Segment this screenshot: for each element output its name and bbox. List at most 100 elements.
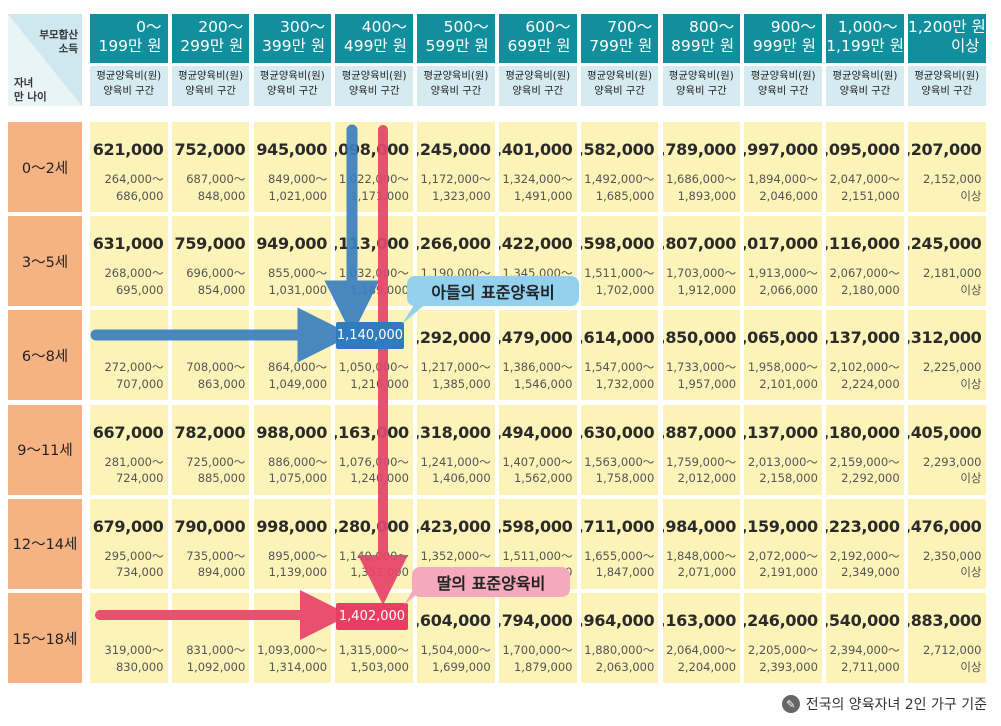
table-cell: 2,137,000 2,013,000～ 2,158,000 — [744, 404, 822, 495]
sub-header-line: 양육비 구간 — [103, 85, 155, 97]
cost-range: 2,205,000～ 2,393,000 — [748, 642, 818, 675]
corner-header: 부모합산 소득 자녀 만 나이 — [8, 14, 82, 106]
cost-range-line: 2,151,000 — [841, 188, 900, 203]
cost-range: 1,407,000～ 1,562,000 — [502, 454, 572, 487]
average-cost: 1,807,000 — [663, 234, 737, 254]
income-header-2: 300～ 399만 원 — [253, 14, 332, 63]
cost-range-line: 2,394,000～ — [829, 643, 900, 657]
income-header-line: 1,199만 원 — [826, 37, 904, 55]
average-cost: 2,883,000 — [908, 611, 982, 630]
average-cost: 2,137,000 — [826, 328, 900, 348]
table-cell: 1,479,000 1,386,000～1,546,000 — [499, 310, 577, 401]
sub-header-line: 양육비 구간 — [348, 85, 400, 97]
cost-range: 319,000～ 830,000 — [104, 642, 163, 675]
table-cell: 319,000～ 830,000 — [90, 593, 168, 683]
callout-son: 아들의 표준양육비 — [407, 276, 579, 306]
income-header-7: 800～ 899만 원 — [662, 14, 741, 63]
table-cell: 1,093,000～ 1,314,000 — [253, 593, 332, 683]
cost-range-line: 1,352,000～ — [420, 548, 491, 563]
average-cost: 1,604,000 — [417, 611, 491, 630]
cost-range: 2,102,000～ 2,224,000 — [830, 359, 900, 392]
income-header-5: 600～ 699만 원 — [499, 14, 577, 63]
table-cell: 945,000 849,000～ 1,021,000 — [253, 122, 332, 212]
cost-range: 1,241,000～ 1,406,000 — [421, 454, 491, 487]
average-cost: 1,401,000 — [499, 140, 573, 159]
sub-header-line: 양육비 구간 — [185, 85, 236, 97]
age-group-header: 0～2세 — [8, 122, 82, 212]
cost-range-line: 707,000 — [115, 376, 164, 391]
income-axis-label: 부모합산 소득 — [39, 28, 78, 56]
average-cost: 988,000 — [256, 422, 328, 442]
cost-range: 886,000～ 1,075,000 — [268, 454, 327, 487]
income-header-line: 300～ — [280, 18, 326, 36]
table-cell: 2,116,000 2,067,000～2,180,000 — [826, 216, 904, 307]
cost-range-line: 1,733,000～ — [666, 360, 737, 375]
income-header-line: 200～ — [198, 18, 244, 36]
table-cell: 988,000 886,000～ 1,075,000 — [253, 404, 332, 495]
footnote-text: 전국의 양육자녀 2인 가구 기준 — [805, 697, 987, 713]
cost-range-line: 2,013,000～ — [747, 454, 818, 469]
cost-range-line: 이상 — [960, 282, 982, 297]
table-cell: 949,000 855,000～ 1,031,000 — [253, 216, 332, 307]
cost-range: 2,064,000～ 2,204,000 — [666, 642, 736, 675]
cost-range: 1,958,000～ 2,101,000 — [748, 359, 818, 392]
average-cost: 1,292,000 — [417, 328, 491, 348]
table-cell: 621,000 264,000～ 686,000 — [90, 122, 168, 212]
cost-range-line: 2,158,000 — [759, 471, 818, 486]
cost-range-line: 1,406,000 — [432, 471, 491, 486]
average-cost: 2,476,000 — [908, 516, 982, 536]
cost-range-line: 2,292,000 — [841, 471, 900, 486]
sub-header-line: 평균양육비(원) — [668, 70, 734, 82]
cost-range: 1,703,000～ 1,912,000 — [666, 265, 736, 298]
average-cost: 1,997,000 — [744, 140, 818, 159]
cost-range-line: 1,075,000 — [268, 471, 328, 486]
table-cell: 1,964,000 1,880,000～ 2,063,000 — [580, 593, 659, 683]
cost-range-line: 1,893,000 — [677, 188, 737, 203]
cost-range: 1,759,000～ 2,012,000 — [666, 454, 736, 487]
average-cost: 2,116,000 — [826, 234, 900, 254]
cost-range: 1,563,000～ 1,758,000 — [584, 454, 654, 487]
income-header-line: 999만 원 — [752, 37, 816, 55]
average-cost: 759,000 — [174, 234, 246, 254]
average-cost: 790,000 — [174, 516, 246, 536]
income-header-line: 1,200만 원 — [908, 18, 986, 36]
income-header-line: 600～ — [525, 18, 571, 36]
average-cost: 1,582,000 — [581, 140, 655, 159]
cost-range-line: 1,699,000 — [432, 659, 491, 674]
cost-range: 2,067,000～ 2,180,000 — [830, 265, 900, 298]
cost-range: 725,000～ 885,000 — [186, 454, 245, 487]
sub-header-line: 평균양육비(원) — [423, 70, 489, 82]
average-cost: 1,789,000 — [663, 140, 737, 159]
cost-range-line: 2,063,000 — [595, 659, 655, 674]
average-cost: 2,245,000 — [908, 234, 982, 254]
table-cell: 790,000 735,000～ 894,000 — [171, 498, 250, 589]
average-cost: 667,000 — [92, 422, 164, 442]
table-cell: 759,000 696,000～ 854,000 — [171, 216, 250, 307]
cost-range-line: 735,000～ — [186, 548, 246, 563]
income-header-4: 500～ 599만 원 — [417, 14, 495, 63]
cost-range-line: 319,000～ — [104, 643, 164, 657]
cost-range: 855,000～ 1,031,000 — [268, 265, 327, 298]
cost-range: 2,293,000 이상 — [923, 454, 982, 487]
cost-range: 735,000～ 894,000 — [186, 548, 245, 581]
table-cell: 2,405,000 2,293,000 이상 — [908, 404, 986, 495]
cost-range: 264,000～ 686,000 — [104, 171, 163, 204]
table-cell: 2,223,000 2,192,000～ 2,349,000 — [826, 498, 904, 589]
average-cost: 2,159,000 — [744, 516, 818, 536]
table-cell: 998,000 895,000～ 1,139,000 — [253, 498, 332, 589]
cost-range-line: 1,655,000～ — [584, 548, 655, 563]
cost-range: 1,492,000～ 1,685,000 — [584, 171, 654, 204]
table-cell: 782,000 725,000～ 885,000 — [171, 404, 250, 495]
age-group-header: 12～14세 — [8, 498, 82, 589]
cost-range: 1,733,000～ 1,957,000 — [666, 359, 736, 392]
cost-range-line: 2,191,000 — [759, 565, 818, 580]
age-axis-label: 자녀 만 나이 — [14, 76, 47, 104]
table-cell: 2,065,000 1,958,000～2,101,000 — [744, 310, 822, 401]
cost-range-line: 1,758,000 — [595, 471, 655, 486]
cost-range-line: 895,000～ — [268, 548, 328, 563]
sub-header-6: 평균양육비(원) 양육비 구간 — [580, 66, 659, 106]
sub-header-line: 양육비 구간 — [676, 85, 727, 97]
cost-range-line: 1,315,000～ — [338, 643, 409, 657]
cost-range-line: 1,049,000 — [268, 376, 328, 391]
